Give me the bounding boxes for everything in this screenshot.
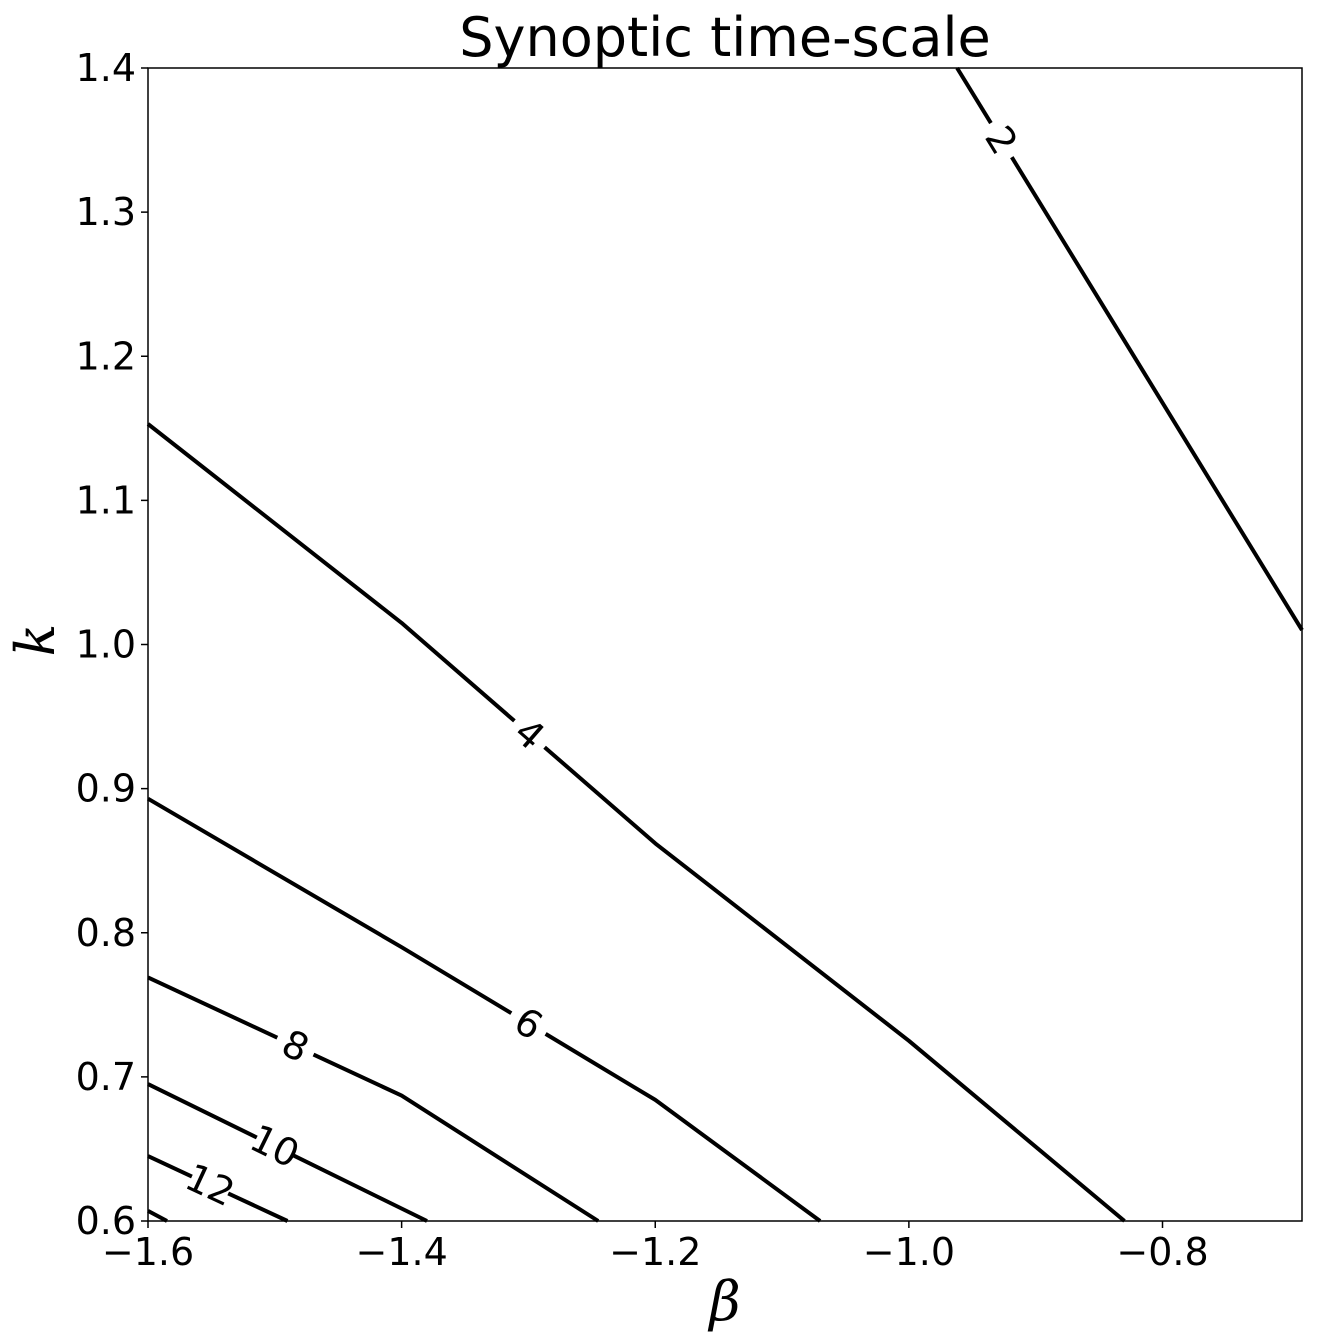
- x-tick-label: −1.6: [102, 1230, 194, 1274]
- x-tick-label: −1.2: [609, 1230, 701, 1274]
- contour-label: 12: [179, 1155, 241, 1215]
- y-tick-label: 0.6: [76, 1199, 136, 1243]
- y-axis-label: k: [4, 624, 67, 657]
- contour-label: 6: [507, 998, 550, 1048]
- contour-line-level-12: [227, 1191, 289, 1223]
- y-tick-label: 1.0: [76, 623, 136, 667]
- contour-label: 2: [976, 118, 1026, 162]
- plot-frame: [147, 67, 1303, 1222]
- contour-label: 4: [506, 710, 553, 759]
- y-axis-ticks: 0.6 0.7 0.8 0.9 1.0 1.1 1.2 1.3 1.4: [76, 46, 148, 1243]
- x-axis-ticks: −1.6 −1.4 −1.2 −1.0 −0.8: [102, 1221, 1209, 1274]
- x-tick-label: −1.4: [355, 1230, 447, 1274]
- contour-label: 8: [275, 1021, 316, 1071]
- contour-line-level-8: [312, 1052, 600, 1223]
- x-tick-label: −0.8: [1116, 1230, 1208, 1274]
- x-tick-label: −1.0: [863, 1230, 955, 1274]
- y-tick-label: 1.1: [76, 478, 136, 522]
- contour-line-level-2: [955, 66, 993, 125]
- contour-line-level-10: [291, 1153, 428, 1223]
- y-tick-label: 0.9: [76, 767, 136, 811]
- y-tick-label: 1.4: [76, 46, 136, 90]
- chart-title: Synoptic time-scale: [459, 6, 990, 69]
- contour-line-level-4: [146, 422, 516, 723]
- contour-label: 10: [243, 1116, 306, 1177]
- y-tick-label: 0.7: [76, 1055, 136, 1099]
- contour-lines: [146, 66, 1304, 1223]
- contour-line-level-14: [147, 1209, 168, 1223]
- contour-line-level-10: [147, 1082, 258, 1140]
- contour-line-level-4: [543, 745, 1126, 1223]
- contour-line-level-6: [544, 1032, 822, 1223]
- contour-line-level-6: [146, 796, 513, 1015]
- y-tick-label: 0.8: [76, 911, 136, 955]
- contour-line-level-8: [147, 975, 279, 1040]
- x-axis-label: β: [707, 1270, 740, 1333]
- y-tick-label: 1.2: [76, 334, 136, 378]
- contour-line-level-2: [1010, 156, 1304, 632]
- contour-line-level-12: [147, 1154, 193, 1179]
- y-tick-label: 1.3: [76, 190, 136, 234]
